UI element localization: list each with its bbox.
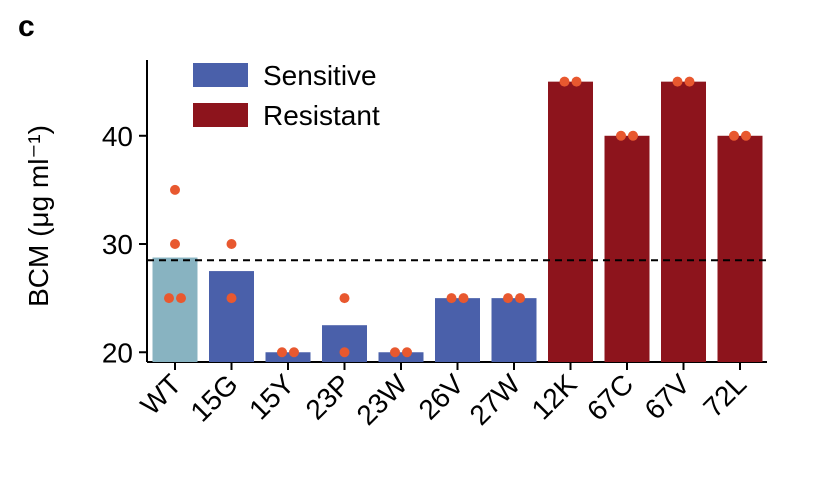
data-point [446, 293, 457, 304]
bar [491, 298, 537, 362]
x-tick-label: 72L [697, 368, 752, 423]
bar [548, 81, 593, 362]
data-point [402, 347, 412, 358]
x-tick-label: 12K [526, 368, 583, 425]
x-tick-label: 15Y [243, 368, 300, 425]
bar [435, 298, 480, 362]
data-point [339, 293, 350, 304]
bar [604, 135, 650, 362]
data-point [176, 293, 186, 304]
y-tick-label: 30 [102, 229, 133, 260]
x-tick-label: 26V [413, 368, 470, 425]
data-point [458, 293, 469, 304]
data-point [741, 130, 751, 141]
x-tick-label: 23W [351, 368, 414, 431]
bar [661, 81, 706, 362]
panel-label: c [18, 10, 35, 43]
bar [717, 135, 763, 362]
y-tick-label: 20 [102, 337, 133, 368]
data-point [571, 76, 582, 87]
legend-swatch [193, 63, 248, 87]
data-point [170, 239, 180, 250]
x-tick-label: 15G [184, 368, 243, 427]
bar [209, 271, 254, 362]
data-point [684, 76, 695, 87]
data-point [503, 293, 513, 304]
data-point [339, 347, 350, 358]
legend-label: Sensitive [263, 60, 377, 91]
data-point [559, 76, 570, 87]
data-point [226, 293, 237, 304]
data-point [170, 184, 180, 195]
data-point [672, 76, 683, 87]
y-tick-label: 40 [102, 121, 133, 152]
data-point [226, 239, 237, 250]
data-point [729, 130, 739, 141]
x-tick-label: 67V [639, 368, 696, 425]
x-tick-label: 27W [464, 368, 527, 431]
x-tick-label: 23P [300, 368, 357, 425]
bar [378, 352, 424, 362]
data-point [616, 130, 626, 141]
data-point [628, 130, 638, 141]
x-tick-label: WT [135, 368, 188, 421]
legend-label: Resistant [263, 100, 380, 131]
data-point [289, 347, 299, 358]
y-axis-label: BCM (μg ml⁻¹) [23, 125, 54, 307]
data-point [277, 347, 287, 358]
bar [265, 352, 311, 362]
data-point [515, 293, 525, 304]
data-point [164, 293, 174, 304]
x-tick-label: 67C [581, 368, 639, 426]
legend-swatch [193, 103, 248, 127]
bar [152, 257, 198, 362]
data-point [390, 347, 400, 358]
